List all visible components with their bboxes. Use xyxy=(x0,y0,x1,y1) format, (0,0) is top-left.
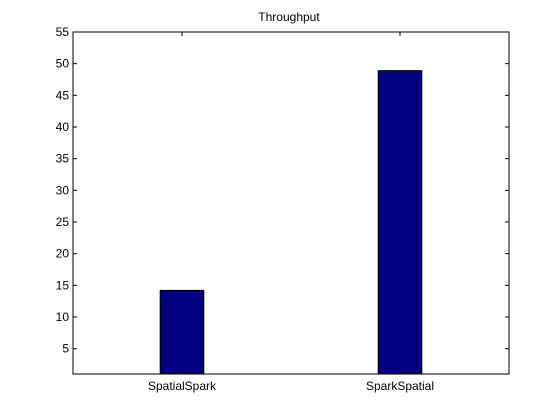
chart-title: Throughput xyxy=(258,10,320,24)
y-tick-label: 5 xyxy=(62,342,69,356)
x-tick-label: SpatialSpark xyxy=(148,379,217,393)
y-axis-ticks: 5 10 15 20 25 30 35 40 45 50 55 xyxy=(56,25,509,356)
y-tick-label: 30 xyxy=(56,183,70,197)
y-tick-label: 15 xyxy=(56,278,70,292)
bar-sparkspatial xyxy=(377,70,423,375)
y-tick-label: 10 xyxy=(56,310,70,324)
y-tick-label: 50 xyxy=(56,57,70,71)
y-tick-label: 35 xyxy=(56,152,70,166)
y-tick-label: 20 xyxy=(56,247,70,261)
y-tick-label: 25 xyxy=(56,215,70,229)
bars-layer xyxy=(159,70,423,375)
x-tick-label: SparkSpatial xyxy=(366,379,434,393)
plot-area-frame xyxy=(72,31,510,375)
y-tick-label: 55 xyxy=(56,25,70,39)
bar-spatialspark xyxy=(159,289,205,375)
x-axis-tick-labels: SpatialSpark SparkSpatial xyxy=(148,32,434,393)
y-tick-label: 40 xyxy=(56,120,70,134)
y-tick-label: 45 xyxy=(56,88,70,102)
